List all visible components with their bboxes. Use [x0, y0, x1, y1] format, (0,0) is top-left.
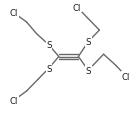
- Text: S: S: [85, 66, 91, 75]
- Text: Cl: Cl: [122, 72, 130, 81]
- Text: Cl: Cl: [10, 96, 18, 105]
- Text: S: S: [85, 38, 91, 47]
- Text: Cl: Cl: [10, 9, 18, 18]
- Text: Cl: Cl: [73, 4, 81, 12]
- Text: S: S: [46, 64, 52, 73]
- Text: S: S: [46, 41, 52, 50]
